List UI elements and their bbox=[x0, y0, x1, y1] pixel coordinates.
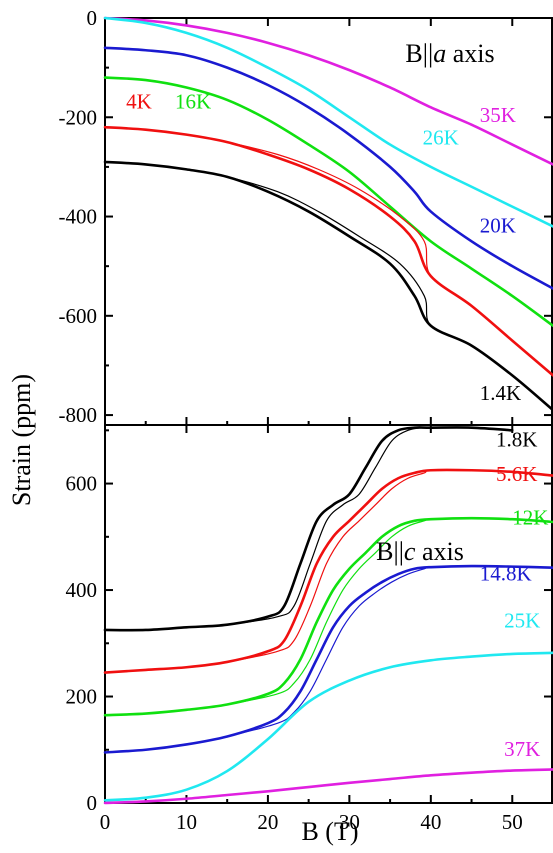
top-panel-a-axis: 0 -200 -400 -600 -800 35K 26K 20K 16K 4K 1.4K B||a … bbox=[59, 6, 553, 427]
series-label-35K: 35K bbox=[480, 103, 516, 127]
series-label-14.8K: 14.8K bbox=[480, 561, 532, 585]
series-label-12K: 12K bbox=[512, 506, 548, 530]
x-tick-label: 20 bbox=[257, 810, 278, 834]
series-line-down-sweep-4K bbox=[104, 126, 553, 376]
series-label-1.4K: 1.4K bbox=[480, 381, 521, 405]
annotation-suffix: axis bbox=[446, 39, 494, 68]
x-tick-label: 0 bbox=[100, 810, 111, 834]
series-label-1.8K: 1.8K bbox=[496, 427, 537, 451]
series-label-37K: 37K bbox=[504, 737, 540, 761]
bottom-panel-c-axis: 0 10 20 30 40 50 0 200 400 600 1.8K 5.6K 12K 14.8K 25K… bbox=[66, 424, 553, 834]
x-axis-title: B (T) bbox=[301, 817, 358, 846]
series-line-37K bbox=[103, 768, 553, 805]
y-tick-label: 200 bbox=[66, 685, 98, 709]
x-tick-label: 10 bbox=[176, 810, 197, 834]
x-tick-label: 40 bbox=[420, 810, 441, 834]
panel-annotation-top: B||a axis bbox=[405, 39, 494, 68]
series-line-16K bbox=[103, 76, 553, 328]
y-tick-label: 400 bbox=[66, 578, 98, 602]
series-line-1.4K bbox=[103, 160, 553, 412]
plot-frame-bottom bbox=[104, 424, 553, 804]
y-axis-title: Strain (ppm) bbox=[7, 374, 36, 506]
series-label-5.6K: 5.6K bbox=[496, 462, 537, 486]
series-line-25K bbox=[103, 651, 553, 802]
y-tick-label: 600 bbox=[66, 472, 98, 496]
series-label-20K: 20K bbox=[480, 213, 516, 237]
annotation-axis: c bbox=[404, 537, 416, 566]
x-tick-label: 30 bbox=[339, 810, 360, 834]
y-tick-label: -200 bbox=[59, 105, 98, 129]
series-label-4K: 4K bbox=[126, 89, 152, 113]
annotation-prefix: B|| bbox=[376, 537, 404, 566]
series-line-down-sweep-12K bbox=[104, 517, 553, 716]
series-label-25K: 25K bbox=[504, 608, 540, 632]
series-line-20K bbox=[103, 46, 553, 290]
series-label-26K: 26K bbox=[423, 126, 459, 150]
y-tick-label: -800 bbox=[59, 403, 98, 427]
panel-annotation-bottom: B||c axis bbox=[376, 537, 464, 566]
y-tick-label: 0 bbox=[87, 791, 98, 815]
y-tick-label: -600 bbox=[59, 304, 98, 328]
y-tick-label: -400 bbox=[59, 205, 98, 229]
series-line-down-sweep-1.4K bbox=[104, 161, 553, 411]
annotation-prefix: B|| bbox=[405, 39, 433, 68]
series-line-down-sweep-1.8K bbox=[104, 426, 513, 631]
series-line-down-sweep-14.8K bbox=[104, 565, 553, 754]
x-tick-label: 50 bbox=[502, 810, 523, 834]
series-line-down-sweep-5.6K bbox=[104, 469, 553, 674]
series-line-1.8K bbox=[103, 426, 514, 632]
series-line-26K bbox=[103, 16, 553, 228]
series-line-14.8K bbox=[103, 564, 553, 754]
series-label-16K: 16K bbox=[175, 89, 211, 113]
annotation-suffix: axis bbox=[415, 537, 463, 566]
y-tick-label: 0 bbox=[87, 6, 98, 30]
series-line-35K bbox=[103, 16, 553, 166]
annotation-axis: a bbox=[433, 39, 446, 68]
